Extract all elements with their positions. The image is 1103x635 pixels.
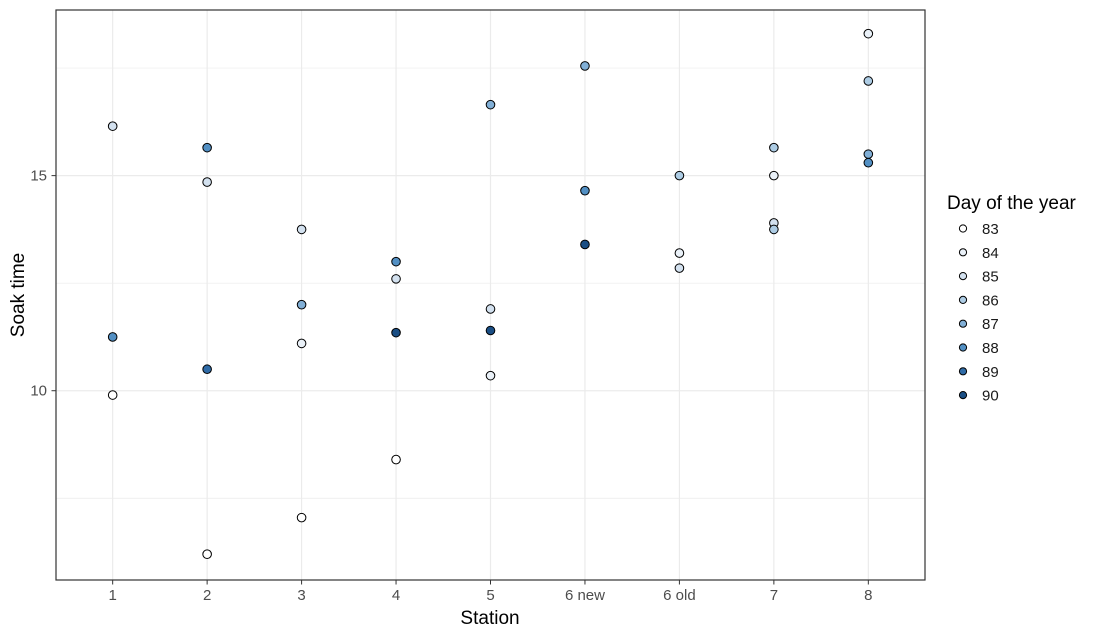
legend-item-label: 88	[982, 340, 999, 357]
data-point	[863, 76, 874, 86]
data-point	[296, 512, 307, 523]
data-point	[202, 142, 212, 153]
x-tick-label: 7	[770, 587, 778, 604]
legend-key-swatch	[958, 367, 968, 376]
legend-item-label: 83	[982, 221, 999, 238]
data-point	[580, 185, 590, 196]
data-point	[769, 170, 779, 181]
legend-item-label: 86	[982, 292, 999, 309]
x-tick-label: 6 old	[663, 587, 696, 604]
data-point	[485, 99, 496, 110]
legend-key-swatch	[958, 391, 968, 400]
data-point	[202, 549, 212, 559]
data-point	[107, 390, 118, 400]
legend-item-label: 90	[982, 388, 999, 405]
legend-item-label: 87	[982, 316, 999, 333]
x-tick-label: 5	[486, 587, 494, 604]
legend-title: Day of the year	[947, 193, 1077, 214]
point-layer	[107, 28, 874, 559]
data-point	[202, 177, 212, 187]
legend-key-swatch	[958, 295, 968, 304]
data-point	[485, 370, 496, 381]
data-point	[580, 239, 590, 250]
axis-layer: 10 15 1 2 3 4 5 6 new 6 old 7 8	[30, 168, 872, 604]
data-point	[391, 327, 401, 338]
legend-item-label: 85	[982, 269, 999, 286]
data-point	[674, 263, 685, 273]
data-point	[863, 149, 874, 159]
data-point	[391, 454, 401, 465]
data-point	[769, 142, 779, 153]
x-tick-label: 4	[392, 587, 400, 604]
x-tick-label: 1	[109, 587, 117, 604]
grid-layer	[56, 10, 925, 580]
legend-key-swatch	[958, 248, 968, 257]
data-point	[107, 332, 118, 342]
x-tick-label: 3	[297, 587, 305, 604]
data-point	[674, 170, 685, 181]
y-tick-label: 10	[30, 383, 47, 400]
y-axis-title: Soak time	[8, 253, 29, 337]
x-tick-label: 8	[864, 587, 872, 604]
legend: 83 84 85 86 87 88 89 90	[958, 221, 999, 405]
data-point	[107, 121, 118, 131]
data-point	[485, 304, 496, 314]
data-point	[485, 325, 496, 336]
x-tick-label: 2	[203, 587, 211, 604]
data-point	[391, 274, 401, 284]
data-point	[296, 224, 307, 235]
legend-key-swatch	[958, 224, 968, 233]
data-point	[391, 256, 401, 267]
legend-key-swatch	[958, 272, 968, 281]
data-point	[296, 299, 307, 310]
y-tick-label: 15	[30, 168, 47, 185]
x-axis-title: Station	[460, 608, 519, 629]
data-point	[296, 338, 307, 349]
data-point	[674, 248, 685, 258]
data-point	[580, 61, 590, 71]
x-tick-label: 6 new	[565, 587, 605, 604]
data-point	[202, 364, 212, 375]
legend-item-label: 89	[982, 364, 999, 381]
data-point	[769, 224, 779, 235]
legend-key-swatch	[958, 319, 968, 328]
data-point	[863, 28, 874, 39]
legend-key-swatch	[958, 343, 968, 352]
data-point	[863, 157, 874, 168]
legend-item-label: 84	[982, 245, 999, 262]
